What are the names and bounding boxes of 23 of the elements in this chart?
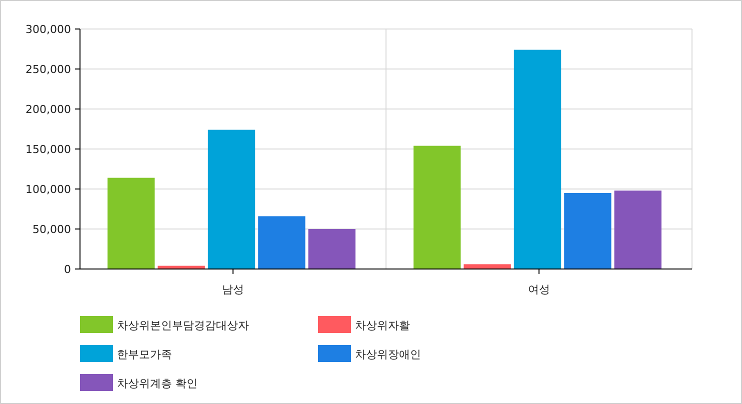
bar xyxy=(614,190,662,269)
y-tick-label: 50,000 xyxy=(32,223,71,236)
x-tick-label: 여성 xyxy=(528,283,550,296)
y-tick-label: 200,000 xyxy=(26,103,71,116)
y-tick-label: 100,000 xyxy=(26,183,71,196)
bar xyxy=(208,130,256,269)
bar xyxy=(308,229,356,269)
legend-label: 차상위계층 확인 xyxy=(117,377,198,390)
legend-label: 차상위자활 xyxy=(355,319,410,332)
legend-label: 차상위본인부담경감대상자 xyxy=(117,319,249,332)
y-tick-label: 250,000 xyxy=(26,63,71,76)
legend-label: 차상위장애인 xyxy=(355,348,421,361)
bar xyxy=(258,216,306,269)
bar xyxy=(514,50,562,269)
bar xyxy=(564,193,612,269)
y-tick-label: 0 xyxy=(64,263,71,276)
y-tick-label: 300,000 xyxy=(26,23,71,36)
bar xyxy=(464,264,511,269)
y-tick-label: 150,000 xyxy=(26,143,71,156)
bar xyxy=(108,178,155,269)
bar xyxy=(414,146,461,269)
x-tick-label: 남성 xyxy=(222,283,244,296)
legend-label: 한부모가족 xyxy=(117,348,172,361)
